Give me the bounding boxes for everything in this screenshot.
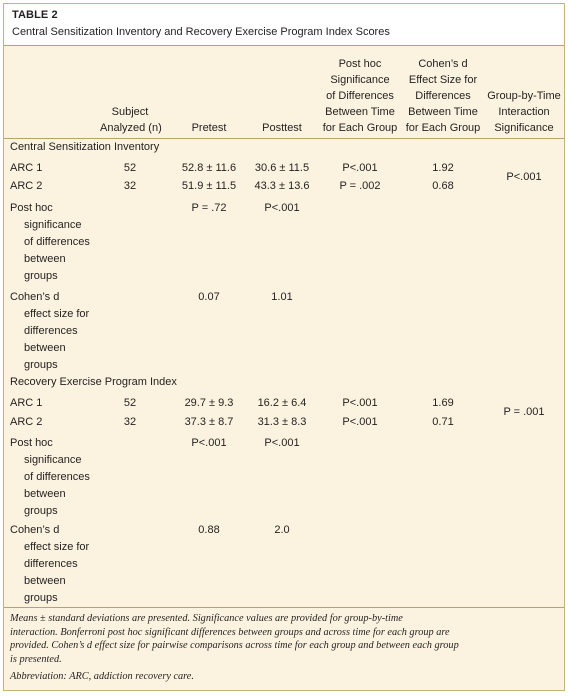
header-cohens-d: Cohen’s d Effect Size for Differences Betwe… bbox=[405, 58, 481, 134]
row-posttest: 43.3 ± 13.6 bbox=[254, 180, 310, 192]
row-posttest: 30.6 ± 11.5 bbox=[254, 162, 310, 174]
table-label: TABLE 2 bbox=[12, 9, 58, 21]
posthoc-label: Post hoc significance of differences bet… bbox=[10, 202, 90, 282]
row-pretest: 51.9 ± 11.5 bbox=[181, 180, 237, 192]
header-divider bbox=[4, 138, 564, 139]
section-title: Recovery Exercise Program Index bbox=[10, 376, 177, 388]
interaction-significance: P<.001 bbox=[506, 171, 542, 183]
cohens-label: Cohen’s d effect size for differences be… bbox=[10, 524, 90, 604]
row-label: ARC 1 bbox=[10, 162, 43, 174]
row-n: 52 bbox=[123, 397, 137, 409]
header-posthoc: Post hoc Significance of Differences Betwee… bbox=[322, 58, 398, 134]
cohens-posttest: 2.0 bbox=[274, 524, 290, 536]
row-significance: P<.001 bbox=[342, 162, 378, 174]
row-cohens-d: 1.69 bbox=[432, 397, 454, 409]
cohens-posttest: 1.01 bbox=[271, 291, 293, 303]
posthoc-pretest: P = .72 bbox=[191, 202, 227, 214]
row-n: 32 bbox=[123, 180, 137, 192]
row-significance: P<.001 bbox=[342, 397, 378, 409]
table-header: TABLE 2 Central Sensitization Inventory … bbox=[4, 4, 564, 46]
row-significance: P = .002 bbox=[339, 180, 381, 192]
row-pretest: 29.7 ± 9.3 bbox=[184, 397, 234, 409]
row-label: ARC 2 bbox=[10, 416, 43, 428]
footnote-divider bbox=[4, 607, 564, 608]
header-subject: Subject Analyzed (n) bbox=[100, 106, 162, 134]
posthoc-pretest: P<.001 bbox=[191, 437, 227, 449]
row-cohens-d: 1.92 bbox=[432, 162, 454, 174]
header-posttest: Posttest bbox=[262, 122, 302, 134]
section-title: Central Sensitization Inventory bbox=[10, 141, 160, 153]
cohens-pretest: 0.88 bbox=[198, 524, 220, 536]
posthoc-posttest: P<.001 bbox=[264, 437, 300, 449]
row-label: ARC 1 bbox=[10, 397, 43, 409]
row-cohens-d: 0.71 bbox=[432, 416, 454, 428]
table-frame: TABLE 2 Central Sensitization Inventory … bbox=[3, 3, 565, 691]
row-pretest: 37.3 ± 8.7 bbox=[184, 416, 234, 428]
cohens-label: Cohen’s d effect size for differences be… bbox=[10, 291, 90, 371]
posthoc-posttest: P<.001 bbox=[264, 202, 300, 214]
row-cohens-d: 0.68 bbox=[432, 180, 454, 192]
row-n: 32 bbox=[123, 416, 137, 428]
row-pretest: 52.8 ± 11.6 bbox=[181, 162, 237, 174]
header-pretest: Pretest bbox=[191, 122, 227, 134]
row-significance: P<.001 bbox=[342, 416, 378, 428]
abbreviation-note: Abbreviation: ARC, addiction recovery ca… bbox=[10, 671, 194, 682]
header-interaction: Group-by-Time Interaction Significance bbox=[487, 90, 561, 134]
posthoc-label: Post hoc significance of differences bet… bbox=[10, 437, 90, 517]
cohens-pretest: 0.07 bbox=[198, 291, 220, 303]
interaction-significance: P = .001 bbox=[503, 406, 545, 418]
footnote: Means ± standard deviations are presente… bbox=[10, 613, 459, 665]
row-n: 52 bbox=[123, 162, 137, 174]
table-title: Central Sensitization Inventory and Reco… bbox=[12, 26, 390, 38]
row-label: ARC 2 bbox=[10, 180, 43, 192]
row-posttest: 31.3 ± 8.3 bbox=[257, 416, 307, 428]
row-posttest: 16.2 ± 6.4 bbox=[257, 397, 307, 409]
